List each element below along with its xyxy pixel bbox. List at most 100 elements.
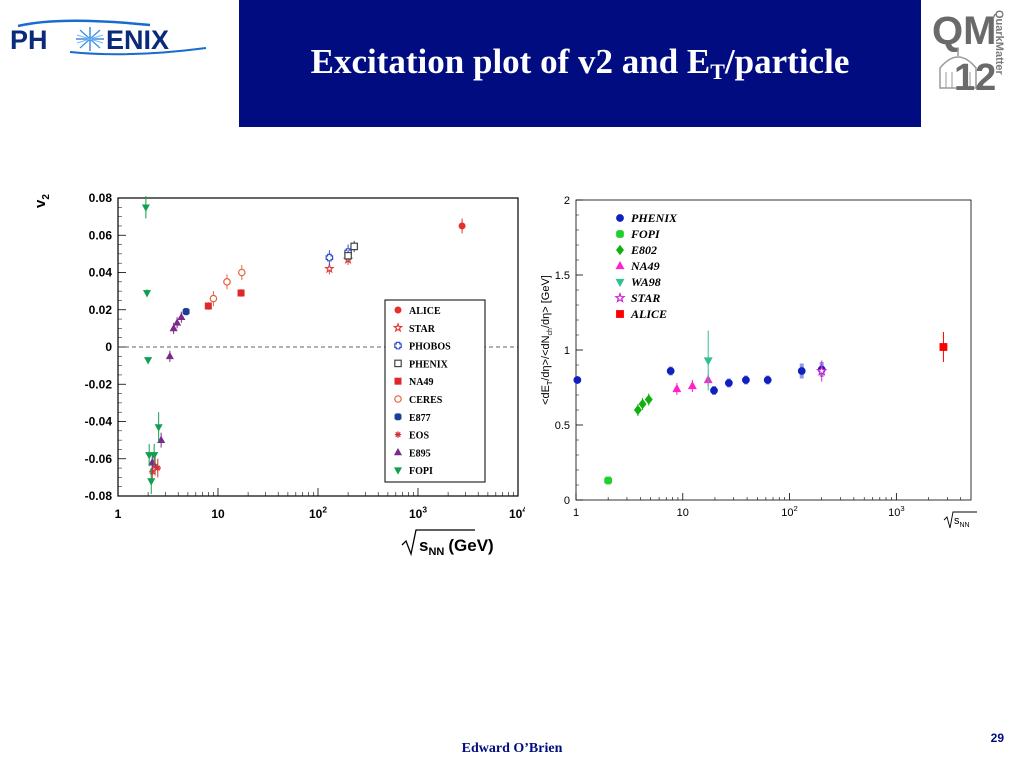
data-point — [209, 294, 218, 303]
legend-label: FOPI — [409, 466, 433, 477]
sqrt-icon — [943, 511, 977, 529]
legend-label: ALICE — [409, 306, 441, 317]
x-axis-label: sNN (GeV) — [401, 529, 494, 558]
legend-marker — [616, 214, 624, 222]
x-tick-label: 104 — [509, 505, 525, 521]
series-alice — [458, 218, 466, 234]
y-axis-label-main: v — [35, 199, 49, 208]
data-point — [939, 343, 948, 351]
data-point — [177, 312, 186, 321]
legend-box — [384, 299, 486, 483]
y-tick-label: 0.06 — [89, 228, 113, 242]
data-point — [644, 394, 653, 405]
series-e895 — [148, 311, 186, 470]
legend-label: FOPI — [630, 227, 661, 241]
legend-label: ALICE — [630, 307, 667, 321]
legend-marker — [616, 310, 624, 318]
data-point — [797, 367, 806, 375]
legend-label: CERES — [409, 395, 443, 406]
data-point — [145, 452, 154, 460]
logo-swoosh-bottom — [69, 47, 207, 56]
legend-marker — [616, 230, 624, 238]
legend-item-alice: ALICE — [616, 307, 667, 321]
data-point — [237, 289, 245, 297]
data-point — [638, 398, 647, 410]
y-axis-label-c: /dη> [GeV] — [540, 275, 552, 328]
y-tick-label: -0.08 — [85, 489, 113, 503]
legend-marker — [394, 431, 402, 438]
data-point — [672, 384, 682, 393]
data-point — [742, 376, 750, 384]
legend-label: NA49 — [409, 377, 433, 388]
series-phenix — [573, 362, 826, 395]
series-fopi — [141, 196, 163, 495]
legend-item-e877: E877 — [394, 413, 431, 424]
y-tick-label: -0.02 — [85, 377, 113, 391]
y-tick-label: 1 — [564, 345, 570, 357]
x-tick-label: 1 — [115, 507, 122, 521]
y-axis-label-b: /dη>/<dN — [540, 335, 552, 380]
legend-label: PHENIX — [631, 211, 678, 225]
legend-marker — [615, 278, 625, 287]
y-tick-label: 2 — [564, 195, 570, 207]
data-point — [141, 204, 150, 212]
legend-marker — [394, 377, 402, 385]
legend-item-star: STAR — [392, 322, 436, 335]
svg-text:sNN(GeV): sNN (GeV) — [419, 536, 494, 558]
page-number: 29 — [990, 731, 1004, 745]
x-axis-label-main: s — [419, 536, 428, 555]
y-axis-label-a: <dE — [540, 385, 552, 405]
x-tick-label: 102 — [781, 504, 798, 519]
series-alice — [939, 332, 948, 362]
y-axis-label-b-sub: ch — [547, 328, 554, 336]
title-bar: Excitation plot of v2 and ET/particle — [239, 0, 921, 127]
legend-label: STAR — [409, 324, 436, 335]
logo-sunburst-icon — [76, 27, 104, 51]
x-axis-label-sub: NN — [960, 522, 970, 529]
y-tick-label: 0.04 — [89, 266, 113, 280]
legend-item-e802: E802 — [616, 243, 657, 257]
series-star — [815, 360, 828, 382]
legend-item-wa98: WA98 — [615, 275, 661, 289]
data-point — [710, 386, 718, 395]
x-tick-label: 1 — [573, 507, 579, 519]
phenix-logo: PH ENIX — [10, 19, 207, 56]
data-point — [763, 376, 772, 384]
x-axis-label-sub: NN — [428, 546, 444, 558]
legend-marker — [614, 291, 626, 303]
data-point — [344, 251, 352, 260]
legend-item-fopi: FOPI — [616, 227, 661, 241]
legend-marker — [615, 261, 625, 270]
data-point — [173, 318, 182, 326]
plot-frame — [575, 199, 972, 501]
legend-label: E802 — [630, 243, 657, 257]
legend-item-phenix: PHENIX — [616, 211, 678, 225]
x-tick-label: 103 — [409, 505, 427, 521]
legend-item-na49: NA49 — [394, 377, 433, 388]
capitol-icon — [939, 48, 977, 89]
footer-author: Edward O’Brien — [461, 741, 563, 756]
y-tick-label: 0 — [564, 495, 570, 507]
data-point — [458, 222, 466, 230]
y-tick-label: -0.06 — [85, 452, 113, 466]
y-tick-label: 0.5 — [555, 420, 570, 432]
legend-marker — [394, 306, 402, 314]
data-point — [154, 424, 163, 432]
data-point — [238, 268, 246, 277]
x-tick-label: 103 — [888, 504, 905, 519]
x-tick-label: 102 — [309, 505, 327, 521]
data-point — [573, 376, 582, 384]
series-ceres — [209, 265, 246, 307]
logo-swoosh — [17, 19, 151, 28]
data-point — [182, 308, 190, 316]
legend-marker — [394, 413, 402, 421]
y-tick-label: 0 — [105, 340, 112, 354]
data-point — [633, 404, 642, 416]
legend-label: E895 — [409, 448, 431, 459]
y-tick-label: 1.5 — [555, 270, 570, 282]
data-point — [154, 464, 161, 472]
legend-marker — [394, 359, 402, 368]
legend-marker — [393, 467, 403, 475]
series-e802 — [633, 393, 653, 416]
series-na49 — [204, 289, 245, 310]
